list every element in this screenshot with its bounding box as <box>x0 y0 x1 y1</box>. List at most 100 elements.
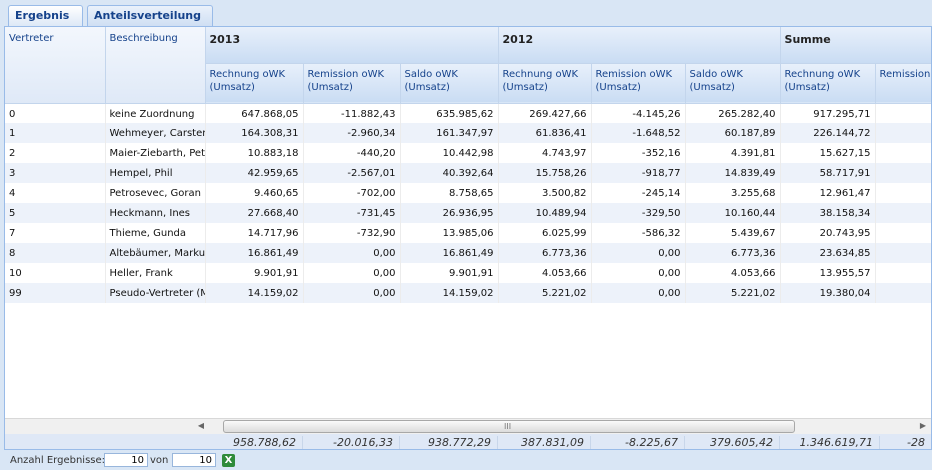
result-total-input[interactable] <box>172 453 216 467</box>
cell-value <box>875 283 931 303</box>
column-header-remission-2013[interactable]: Remission oWK (Umsatz) <box>303 63 401 104</box>
cell-vertreter: 99 <box>5 283 106 303</box>
total-value: -8.225,67 <box>591 436 685 449</box>
column-header-remission-2012[interactable]: Remission oWK (Umsatz) <box>591 63 686 104</box>
cell-value <box>875 223 931 243</box>
cell-value: 8.758,65 <box>400 183 499 203</box>
cell-value: -918,77 <box>591 163 686 183</box>
cell-value: 16.861,49 <box>400 243 499 263</box>
cell-value: 38.158,34 <box>780 203 876 223</box>
cell-value: 61.836,41 <box>498 123 592 143</box>
cell-value <box>875 203 931 223</box>
column-header-rechnung-2012[interactable]: Rechnung oWK (Umsatz) <box>498 63 592 104</box>
group-header-2013: 2013 <box>205 27 499 64</box>
cell-vertreter: 4 <box>5 183 106 203</box>
column-header-rechnung-summe[interactable]: Rechnung oWK (Umsatz) <box>780 63 876 104</box>
results-grid-panel: Vertreter Beschreibung 2013 2012 Summe R… <box>4 26 932 450</box>
scroll-left-icon[interactable]: ◀ <box>197 421 205 430</box>
cell-value: -440,20 <box>303 143 401 163</box>
cell-value: 917.295,71 <box>780 103 876 123</box>
cell-vertreter: 7 <box>5 223 106 243</box>
table-row[interactable]: 1 Wehmeyer, Carsten 164.308,31 -2.960,34… <box>5 123 931 143</box>
column-header-saldo-2013[interactable]: Saldo oWK (Umsatz) <box>400 63 499 104</box>
cell-vertreter: 1 <box>5 123 106 143</box>
column-header-rechnung-2013[interactable]: Rechnung oWK (Umsatz) <box>205 63 304 104</box>
cell-value <box>875 243 931 263</box>
cell-value: 40.392,64 <box>400 163 499 183</box>
cell-value: 14.839,49 <box>685 163 781 183</box>
cell-value: 9.901,91 <box>205 263 304 283</box>
cell-value: 23.634,85 <box>780 243 876 263</box>
cell-value: 19.380,04 <box>780 283 876 303</box>
table-row[interactable]: 99 Pseudo-Vertreter (M 14.159,02 0,00 14… <box>5 283 931 303</box>
tab-ergebnis[interactable]: Ergebnis <box>8 5 83 27</box>
table-row[interactable]: 0 keine Zuordnung 647.868,05 -11.882,43 … <box>5 103 931 123</box>
table-row[interactable]: 2 Maier-Ziebarth, Petra 10.883,18 -440,2… <box>5 143 931 163</box>
cell-beschreibung: Maier-Ziebarth, Petra <box>105 143 206 163</box>
cell-beschreibung: Hempel, Phil <box>105 163 206 183</box>
cell-value: 4.053,66 <box>685 263 781 283</box>
cell-value <box>875 123 931 143</box>
horizontal-scrollbar[interactable]: ◀ III ▶ <box>5 418 931 434</box>
result-shown-input[interactable] <box>104 453 148 467</box>
table-row[interactable]: 7 Thieme, Gunda 14.717,96 -732,90 13.985… <box>5 223 931 243</box>
total-value: 379.605,42 <box>685 436 780 449</box>
excel-export-icon[interactable]: X <box>222 454 235 467</box>
cell-vertreter: 0 <box>5 103 106 123</box>
cell-value: 27.668,40 <box>205 203 304 223</box>
cell-value: 4.053,66 <box>498 263 592 283</box>
cell-value: 58.717,91 <box>780 163 876 183</box>
cell-value: -1 <box>875 103 931 123</box>
cell-value: 16.861,49 <box>205 243 304 263</box>
cell-value: 6.025,99 <box>498 223 592 243</box>
cell-value: 635.985,62 <box>400 103 499 123</box>
cell-value: 0,00 <box>591 283 686 303</box>
cell-value: 10.489,94 <box>498 203 592 223</box>
cell-beschreibung: Thieme, Gunda <box>105 223 206 243</box>
group-header-summe: Summe <box>780 27 931 64</box>
cell-value: 42.959,65 <box>205 163 304 183</box>
cell-value: 164.308,31 <box>205 123 304 143</box>
cell-value: -731,45 <box>303 203 401 223</box>
cell-value: 3.500,82 <box>498 183 592 203</box>
cell-value: 647.868,05 <box>205 103 304 123</box>
table-row[interactable]: 5 Heckmann, Ines 27.668,40 -731,45 26.93… <box>5 203 931 223</box>
scroll-right-icon[interactable]: ▶ <box>919 421 927 430</box>
cell-value: -2.960,34 <box>303 123 401 143</box>
column-header-beschreibung[interactable]: Beschreibung <box>105 27 206 104</box>
cell-value: 0,00 <box>303 243 401 263</box>
cell-value: 15.758,26 <box>498 163 592 183</box>
cell-value: -4.145,26 <box>591 103 686 123</box>
cell-beschreibung: Petrosevec, Goran <box>105 183 206 203</box>
cell-value: 265.282,40 <box>685 103 781 123</box>
cell-value: 0,00 <box>303 263 401 283</box>
group-header-2012: 2012 <box>498 27 781 64</box>
total-value: 387.831,09 <box>498 436 591 449</box>
cell-value: 20.743,95 <box>780 223 876 243</box>
von-label: von <box>150 455 169 466</box>
cell-value: 9.901,91 <box>400 263 499 283</box>
cell-value: 14.159,02 <box>400 283 499 303</box>
table-row[interactable]: 3 Hempel, Phil 42.959,65 -2.567,01 40.39… <box>5 163 931 183</box>
column-header-saldo-2012[interactable]: Saldo oWK (Umsatz) <box>685 63 781 104</box>
column-header-vertreter[interactable]: Vertreter <box>5 27 106 104</box>
result-count-label: Anzahl Ergebnisse: <box>10 455 106 466</box>
total-value: 1.346.619,71 <box>780 436 880 449</box>
table-row[interactable]: 10 Heller, Frank 9.901,91 0,00 9.901,91 … <box>5 263 931 283</box>
total-value: -20.016,33 <box>303 436 400 449</box>
cell-beschreibung: Pseudo-Vertreter (M <box>105 283 206 303</box>
cell-beschreibung: Wehmeyer, Carsten <box>105 123 206 143</box>
cell-value <box>875 183 931 203</box>
scrollbar-thumb[interactable]: III <box>223 420 795 433</box>
column-header-remission-summe[interactable]: Remission oWK (Umsatz) <box>875 63 931 104</box>
cell-vertreter: 2 <box>5 143 106 163</box>
cell-vertreter: 10 <box>5 263 106 283</box>
table-row[interactable]: 4 Petrosevec, Goran 9.460,65 -702,00 8.7… <box>5 183 931 203</box>
cell-value: 10.883,18 <box>205 143 304 163</box>
table-row[interactable]: 8 Altebäumer, Markus 16.861,49 0,00 16.8… <box>5 243 931 263</box>
cell-value: 0,00 <box>303 283 401 303</box>
cell-value: 10.442,98 <box>400 143 499 163</box>
total-value: 938.772,29 <box>400 436 498 449</box>
tab-anteilsverteilung[interactable]: Anteilsverteilung <box>87 5 213 26</box>
cell-value: 226.144,72 <box>780 123 876 143</box>
